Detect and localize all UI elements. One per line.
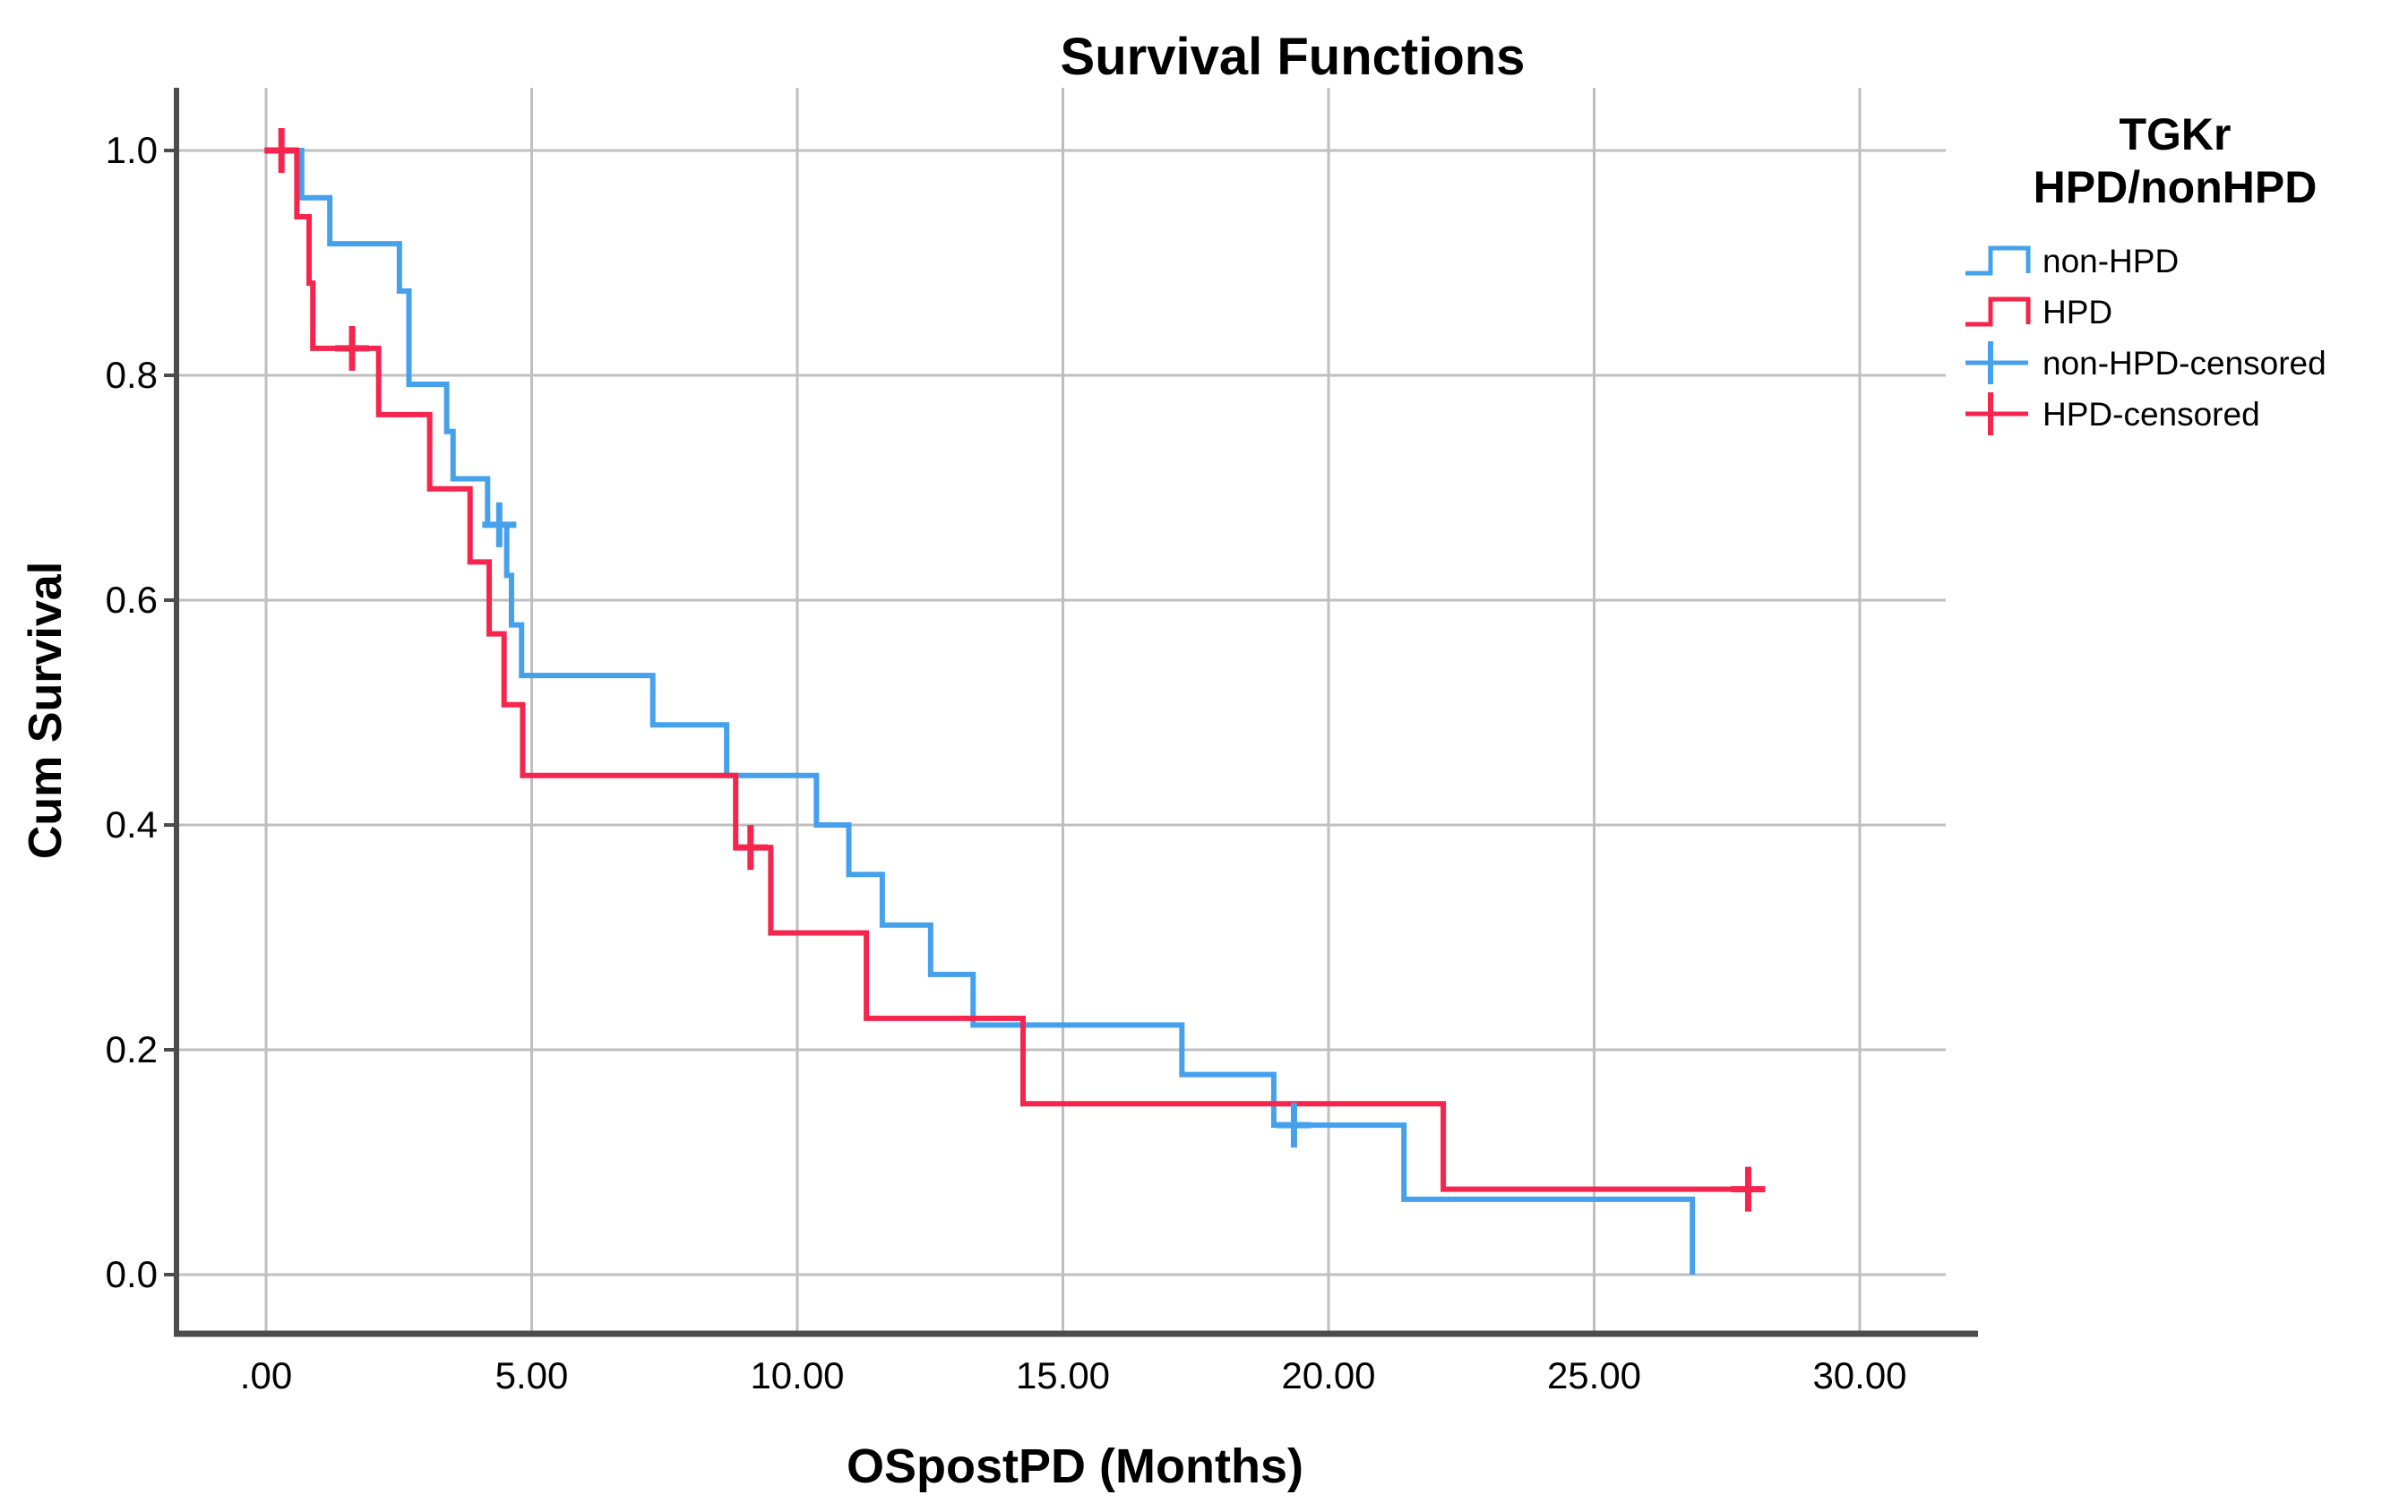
x-tick-label: 25.00 <box>1547 1354 1641 1396</box>
y-tick-label: 0.8 <box>106 354 158 396</box>
legend-items: non-HPD HPD non-HPD-censored HPD-censored <box>1965 243 2326 435</box>
legend-step-line-icon <box>1965 296 2031 327</box>
censor-mark-hpd <box>264 128 299 173</box>
x-tick-label: 15.00 <box>1016 1354 1110 1396</box>
km-curve-hpd <box>266 148 1751 1192</box>
x-tick-label: 20.00 <box>1281 1354 1375 1396</box>
legend-item-label: non-HPD <box>2042 243 2179 279</box>
legend-title-line1: TGKr <box>2120 109 2232 159</box>
censor-mark-non-hpd <box>482 502 517 547</box>
series-curves <box>266 148 1751 1275</box>
x-tick-label: .00 <box>240 1354 292 1396</box>
censor-mark-hpd <box>1731 1166 1766 1212</box>
censor-mark-non-hpd <box>1277 1103 1312 1148</box>
legend-step-line-icon <box>1965 245 2031 276</box>
legend-item-non-hpd: non-HPD <box>1965 243 2179 279</box>
x-tick-label: 10.00 <box>750 1354 844 1396</box>
y-tick-label: 0.4 <box>106 803 158 846</box>
censor-mark-hpd <box>733 825 768 871</box>
tick-labels: .00 5.00 10.00 15.00 20.00 25.00 30.00 1.0 0.8 0.… <box>106 129 1907 1396</box>
legend-item-label: non-HPD-censored <box>2042 345 2326 382</box>
censor-mark-hpd <box>335 325 370 371</box>
y-axis-title: Cum Survival <box>20 562 72 859</box>
legend-item-non-hpd-censored: non-HPD-censored <box>1965 341 2326 384</box>
y-tick-label: 1.0 <box>106 129 158 171</box>
legend-item-hpd-censored: HPD-censored <box>1965 392 2260 435</box>
legend-item-label: HPD <box>2042 294 2112 331</box>
legend-item-label: HPD-censored <box>2042 396 2260 433</box>
x-tick-label: 30.00 <box>1812 1354 1906 1396</box>
chart-title: Survival Functions <box>1061 28 1526 86</box>
x-tick-label: 5.00 <box>495 1354 569 1396</box>
x-axis-title: OSpostPD (Months) <box>847 1439 1303 1493</box>
censor-marks <box>264 128 1766 1212</box>
y-tick-label: 0.0 <box>106 1253 158 1295</box>
km-curve-non-hpd <box>266 148 1696 1275</box>
legend-title-line2: HPD/nonHPD <box>2034 162 2318 212</box>
axes <box>164 88 1978 1337</box>
y-tick-label: 0.2 <box>106 1028 158 1070</box>
gridlines <box>176 88 1946 1333</box>
y-tick-label: 0.6 <box>106 579 158 621</box>
legend-item-hpd: HPD <box>1965 294 2112 331</box>
